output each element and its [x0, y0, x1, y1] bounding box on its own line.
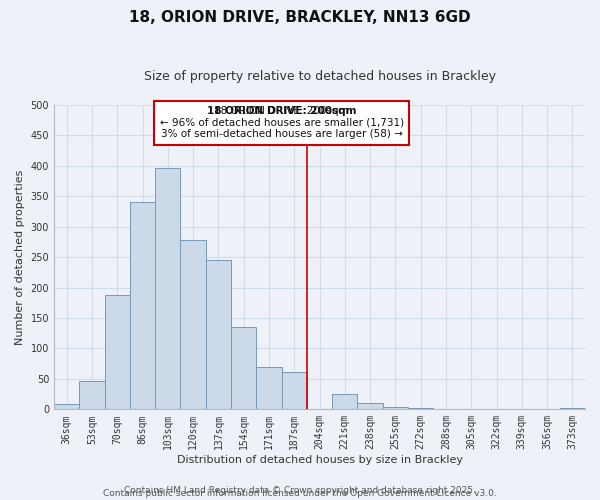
- Bar: [130, 202, 155, 410]
- Bar: [433, 408, 458, 410]
- Bar: [281, 372, 307, 410]
- Bar: [560, 408, 585, 410]
- Bar: [155, 168, 181, 410]
- Text: 18, ORION DRIVE, BRACKLEY, NN13 6GD: 18, ORION DRIVE, BRACKLEY, NN13 6GD: [129, 10, 471, 25]
- Bar: [104, 295, 130, 410]
- Bar: [79, 380, 104, 410]
- Bar: [383, 407, 408, 410]
- Bar: [181, 240, 206, 410]
- Text: 18 ORION DRIVE: 200sqm
← 96% of detached houses are smaller (1,731)
3% of semi-d: 18 ORION DRIVE: 200sqm ← 96% of detached…: [160, 106, 404, 140]
- Text: Contains HM Land Registry data © Crown copyright and database right 2025.: Contains HM Land Registry data © Crown c…: [124, 486, 476, 495]
- Bar: [256, 366, 281, 410]
- Bar: [332, 394, 358, 409]
- Title: Size of property relative to detached houses in Brackley: Size of property relative to detached ho…: [143, 70, 496, 83]
- Bar: [408, 408, 433, 410]
- Y-axis label: Number of detached properties: Number of detached properties: [15, 170, 25, 345]
- Bar: [358, 402, 383, 409]
- Text: 18 ORION DRIVE: 200sqm: 18 ORION DRIVE: 200sqm: [207, 106, 356, 116]
- Bar: [206, 260, 231, 410]
- Bar: [231, 327, 256, 409]
- X-axis label: Distribution of detached houses by size in Brackley: Distribution of detached houses by size …: [176, 455, 463, 465]
- Bar: [54, 404, 79, 409]
- Text: Contains public sector information licensed under the Open Government Licence v3: Contains public sector information licen…: [103, 488, 497, 498]
